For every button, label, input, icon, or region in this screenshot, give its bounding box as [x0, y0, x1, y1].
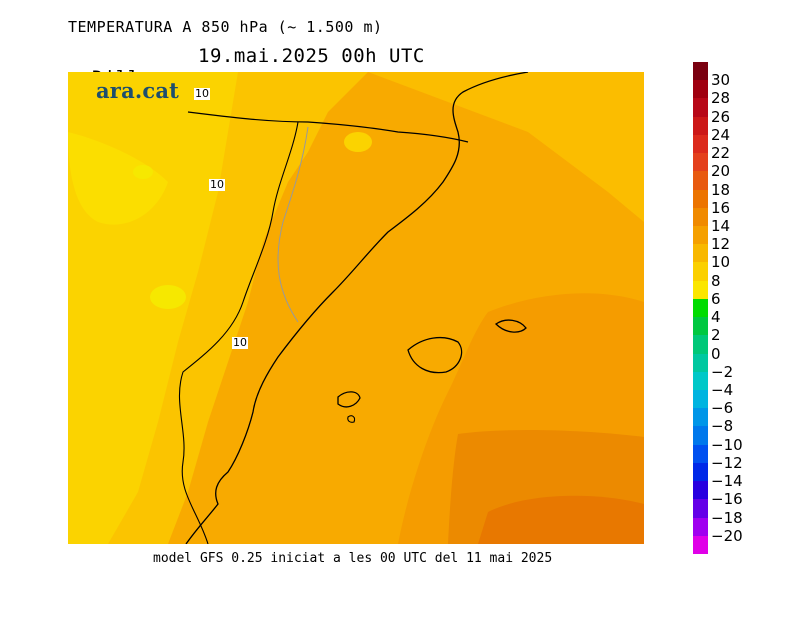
field-cool-patch [68, 132, 168, 225]
colorbar-segment [693, 226, 708, 245]
colorbar-tick-label: −2 [711, 362, 734, 381]
colorbar-segment [693, 353, 708, 373]
border-west [178, 121, 299, 544]
colorbar-segment [693, 462, 708, 482]
colorbar-tick-label: −14 [711, 472, 743, 491]
temperature-map: ara.cat 10 10 10 [68, 72, 644, 544]
colorbar-segment [693, 481, 708, 500]
colorbar-segment [693, 98, 708, 118]
contour-label-10: 10 [232, 336, 248, 349]
footer-caption: model GFS 0.25 iniciat a les 00 UTC del … [153, 551, 553, 566]
colorbar-segment [693, 207, 708, 227]
colorbar-segment [693, 444, 708, 464]
field-cool-spot [150, 285, 186, 309]
colorbar-tick-label: 18 [711, 180, 731, 199]
coastline [185, 72, 529, 544]
colorbar-tick-label: 26 [711, 107, 731, 126]
field-cool-spot-2 [133, 165, 153, 179]
island-formentera [347, 415, 356, 423]
colorbar-tick-label: −4 [711, 381, 734, 399]
colorbar-tick-label: −18 [711, 508, 743, 527]
temperature-colorbar [693, 62, 708, 555]
colorbar-tick-label: −6 [711, 399, 734, 418]
colorbar-segment [693, 335, 708, 355]
island-ibiza [337, 391, 361, 408]
colorbar-tick-label: 30 [711, 71, 731, 90]
island-menorca [494, 319, 527, 333]
colorbar-segment [693, 262, 708, 282]
border-catalonia [277, 126, 309, 323]
colorbar-segment [693, 426, 708, 446]
colorbar-segment [693, 298, 708, 318]
colorbar-segment [693, 134, 708, 154]
colorbar-tick-label: 0 [711, 344, 721, 363]
colorbar-segment [693, 62, 708, 81]
colorbar-segment [693, 317, 708, 336]
datetime-label: 19.mai.2025 00h UTC [198, 45, 425, 67]
border-france [187, 111, 469, 143]
colorbar-tick-label: 2 [711, 326, 721, 345]
colorbar-tick-label: 28 [711, 89, 731, 108]
colorbar-tick-label: 12 [711, 235, 731, 254]
colorbar-tick-label: −10 [711, 435, 743, 454]
colorbar-tick-label: 4 [711, 308, 721, 327]
map-canvas [68, 72, 644, 544]
colorbar-tick-label: −12 [711, 453, 743, 472]
colorbar-segment [693, 80, 708, 99]
contour-label-10: 10 [209, 178, 225, 191]
colorbar-tick-label: 6 [711, 289, 721, 308]
chart-title: TEMPERATURA A 850 hPa (~ 1.500 m) [68, 18, 383, 36]
colorbar-tick-label: −16 [711, 490, 743, 509]
colorbar-segment [693, 408, 708, 427]
colorbar-tick-label: 20 [711, 162, 731, 181]
colorbar-tick-label: 14 [711, 217, 731, 235]
ara-cat-logo: ara.cat [96, 78, 180, 103]
colorbar-segment [693, 535, 708, 555]
contour-label-10: 10 [194, 87, 210, 100]
colorbar-tick-label: 10 [711, 253, 731, 272]
colorbar-segment [693, 153, 708, 172]
colorbar-segment [693, 280, 708, 300]
colorbar-segment [693, 517, 708, 537]
colorbar-tick-label: 24 [711, 125, 731, 144]
colorbar-segment [693, 189, 708, 209]
colorbar-tick-label: 22 [711, 144, 731, 163]
colorbar-segment [693, 499, 708, 519]
colorbar-segment [693, 371, 708, 391]
island-mallorca [407, 336, 463, 374]
field-south-hot [478, 495, 644, 544]
colorbar-segment [693, 116, 708, 136]
colorbar-segment [693, 171, 708, 191]
colorbar-tick-label: −8 [711, 417, 734, 436]
colorbar-tick-label: 8 [711, 271, 721, 290]
field-pyrenees [344, 132, 372, 152]
colorbar-segment [693, 390, 708, 409]
colorbar-tick-label: 16 [711, 198, 731, 217]
field-north [368, 72, 644, 222]
colorbar-tick-label: −20 [711, 526, 743, 545]
colorbar-segment [693, 244, 708, 263]
